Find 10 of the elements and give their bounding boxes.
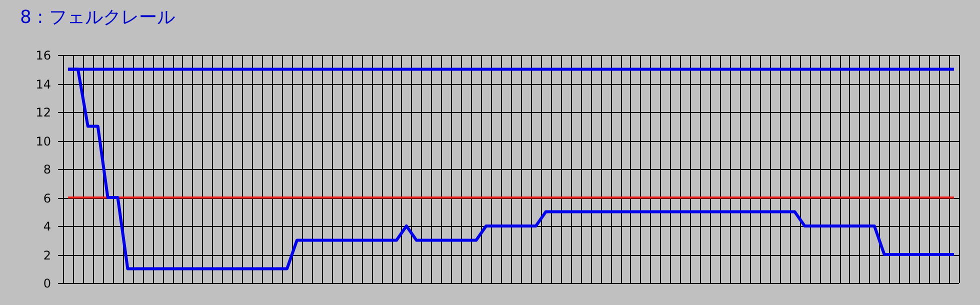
y-tick-label: 14 bbox=[36, 78, 51, 92]
y-tick-label: 6 bbox=[43, 192, 51, 206]
y-tick-label: 8 bbox=[43, 162, 51, 176]
title: 8 : フェルクレール bbox=[20, 7, 175, 28]
y-tick-label: 4 bbox=[43, 220, 51, 234]
y-tick-label: 12 bbox=[36, 106, 51, 120]
y-tick-label: 10 bbox=[36, 134, 51, 148]
y-tick-label: 2 bbox=[43, 248, 51, 262]
y-tick-label: 0 bbox=[43, 276, 51, 290]
y-tick-label: 16 bbox=[36, 48, 51, 62]
